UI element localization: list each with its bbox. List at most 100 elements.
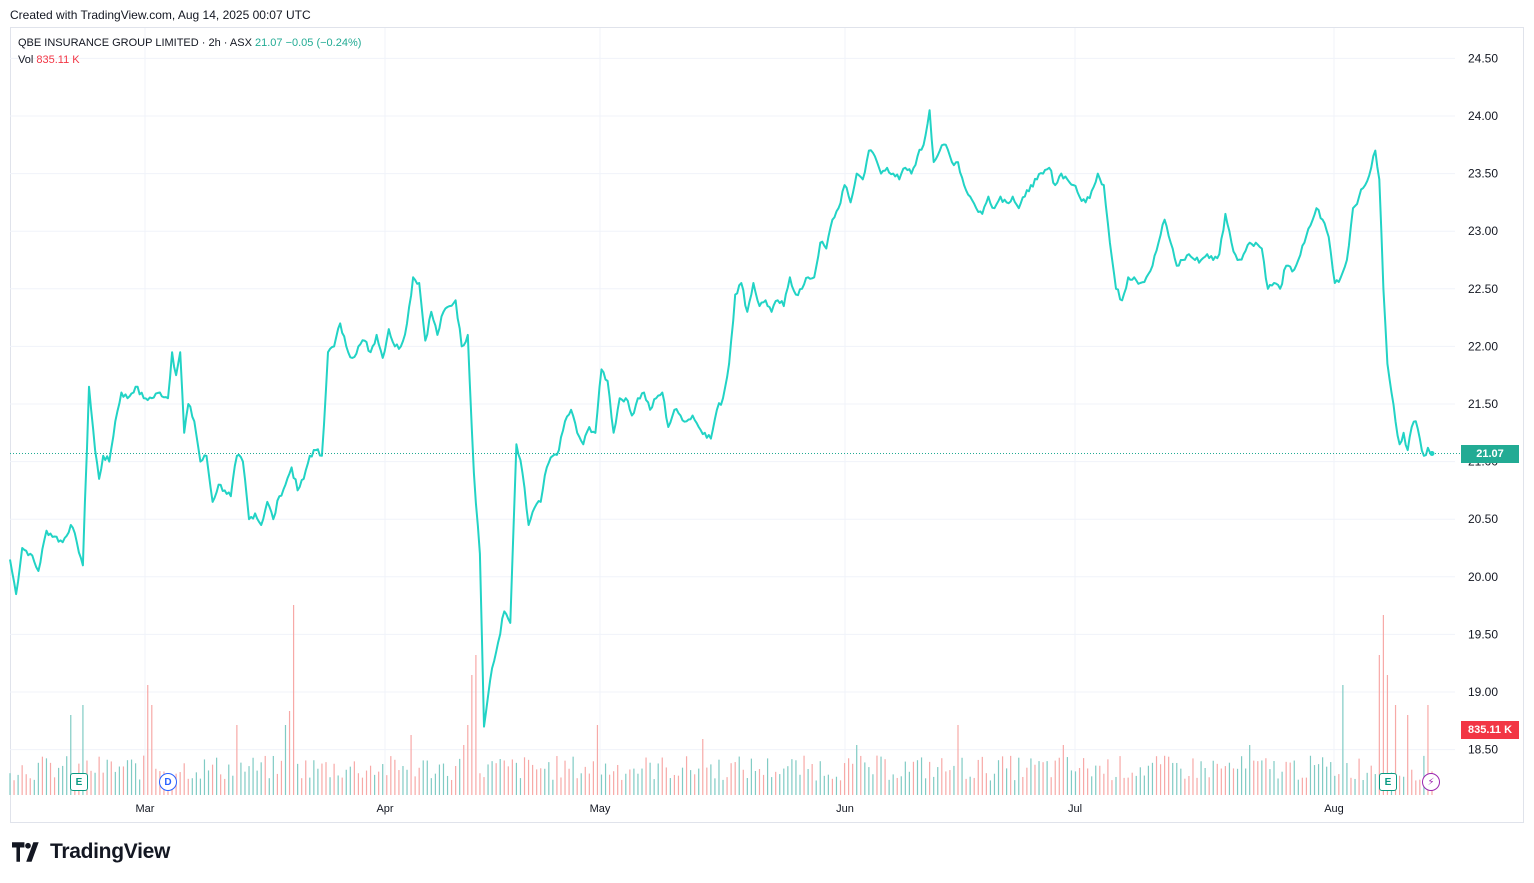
volume-bar (151, 705, 153, 795)
volume-bar (1111, 780, 1113, 795)
volume-bar (961, 757, 963, 795)
volume-bar (155, 768, 157, 795)
tradingview-brand[interactable]: TradingView (12, 840, 170, 864)
volume-bar (1330, 762, 1332, 795)
last-volume-tag: 835.11 K (1461, 721, 1519, 739)
volume-bar (1103, 773, 1105, 795)
volume-bar (118, 766, 120, 795)
volume-bar (94, 772, 96, 795)
volume-bar (382, 764, 384, 795)
y-tick-label: 23.50 (1468, 167, 1498, 181)
volume-bar (110, 761, 112, 795)
volume-bar (37, 762, 39, 795)
legend-symbol[interactable]: QBE INSURANCE GROUP LIMITED · 2h · ASX (18, 37, 252, 49)
volume-bar (1107, 759, 1109, 795)
volume-bar (629, 769, 631, 795)
volume-bar (58, 767, 60, 795)
volume-bar (1362, 780, 1364, 795)
legend-price-row: QBE INSURANCE GROUP LIMITED · 2h · ASX 2… (18, 35, 361, 52)
volume-bar (487, 764, 489, 795)
y-tick-label: 23.00 (1468, 224, 1498, 238)
volume-bar (1014, 780, 1016, 795)
volume-bar (690, 770, 692, 795)
volume-bar (1192, 758, 1194, 795)
volume-bar (613, 771, 615, 795)
volume-bar (1317, 764, 1320, 795)
volume-bar (580, 773, 582, 795)
volume-bar (70, 715, 72, 795)
volume-bar (1184, 778, 1186, 795)
volume-bar (29, 778, 31, 795)
volume-bar (467, 725, 469, 795)
volume-bar (945, 771, 947, 795)
volume-bar (1196, 777, 1198, 795)
volume-bar (305, 760, 307, 795)
volume-bar (637, 773, 639, 795)
volume-bar (483, 777, 485, 795)
volume-bar (82, 705, 84, 795)
volume-bar (264, 755, 266, 795)
volume-bar (1269, 769, 1271, 795)
volume-bar (292, 605, 295, 795)
volume-bar (406, 769, 408, 795)
volume-bar (62, 765, 64, 795)
volume-bar (143, 755, 145, 795)
volume-bar (572, 756, 574, 795)
volume-bar (1322, 757, 1324, 795)
volume-bar (374, 774, 376, 795)
volume-bar (1338, 774, 1340, 795)
volume-bar (211, 764, 214, 795)
volume-bar (507, 766, 509, 795)
volume-bar (426, 760, 428, 795)
dividend-icon[interactable]: D (159, 773, 177, 791)
volume-bar (819, 761, 821, 795)
flash-icon[interactable]: ⚡ (1422, 773, 1440, 791)
volume-bar (248, 766, 250, 795)
volume-bar (45, 758, 48, 795)
earnings-icon[interactable]: E (70, 773, 88, 791)
volume-bar (532, 764, 534, 795)
volume-bar (681, 767, 684, 795)
x-tick-label: Jun (836, 803, 854, 815)
x-tick-label: Aug (1324, 803, 1344, 815)
volume-bar (645, 757, 647, 795)
volume-bar (997, 760, 1000, 795)
volume-bar (843, 763, 846, 795)
volume-bar (1001, 756, 1004, 795)
volume-bar (126, 760, 129, 795)
volume-bar (888, 779, 890, 795)
volume-bar (402, 766, 404, 795)
volume-bar (361, 777, 364, 795)
volume-bar (641, 768, 643, 795)
volume-bar (1305, 777, 1308, 795)
volume-bar (710, 764, 712, 795)
volume-bar (430, 778, 432, 795)
volume-bar (106, 759, 108, 795)
earnings-icon[interactable]: E (1379, 773, 1397, 791)
y-tick-label: 22.50 (1468, 282, 1498, 296)
volume-bar (685, 756, 688, 795)
volume-bar (969, 776, 971, 795)
volume-bar (665, 767, 667, 795)
volume-bar (803, 755, 805, 795)
volume-bar (973, 777, 975, 795)
volume-bar (775, 771, 777, 795)
volume-bar (941, 758, 943, 795)
volume-bar (337, 775, 339, 795)
volume-bar (1309, 755, 1312, 795)
volume-bar (949, 770, 951, 795)
volume-bar (236, 725, 238, 795)
volume-bar (957, 725, 959, 795)
volume-bar (1066, 757, 1068, 795)
volume-bar (1240, 756, 1243, 795)
volume-bar (434, 773, 436, 795)
volume-bar (446, 775, 449, 795)
volume-bar (1062, 745, 1064, 795)
volume-bar (726, 777, 728, 795)
volume-bar (252, 757, 254, 795)
volume-bar (981, 756, 983, 795)
volume-bar (1245, 768, 1247, 795)
volume-bar (471, 675, 473, 795)
volume-bar (1200, 761, 1202, 795)
